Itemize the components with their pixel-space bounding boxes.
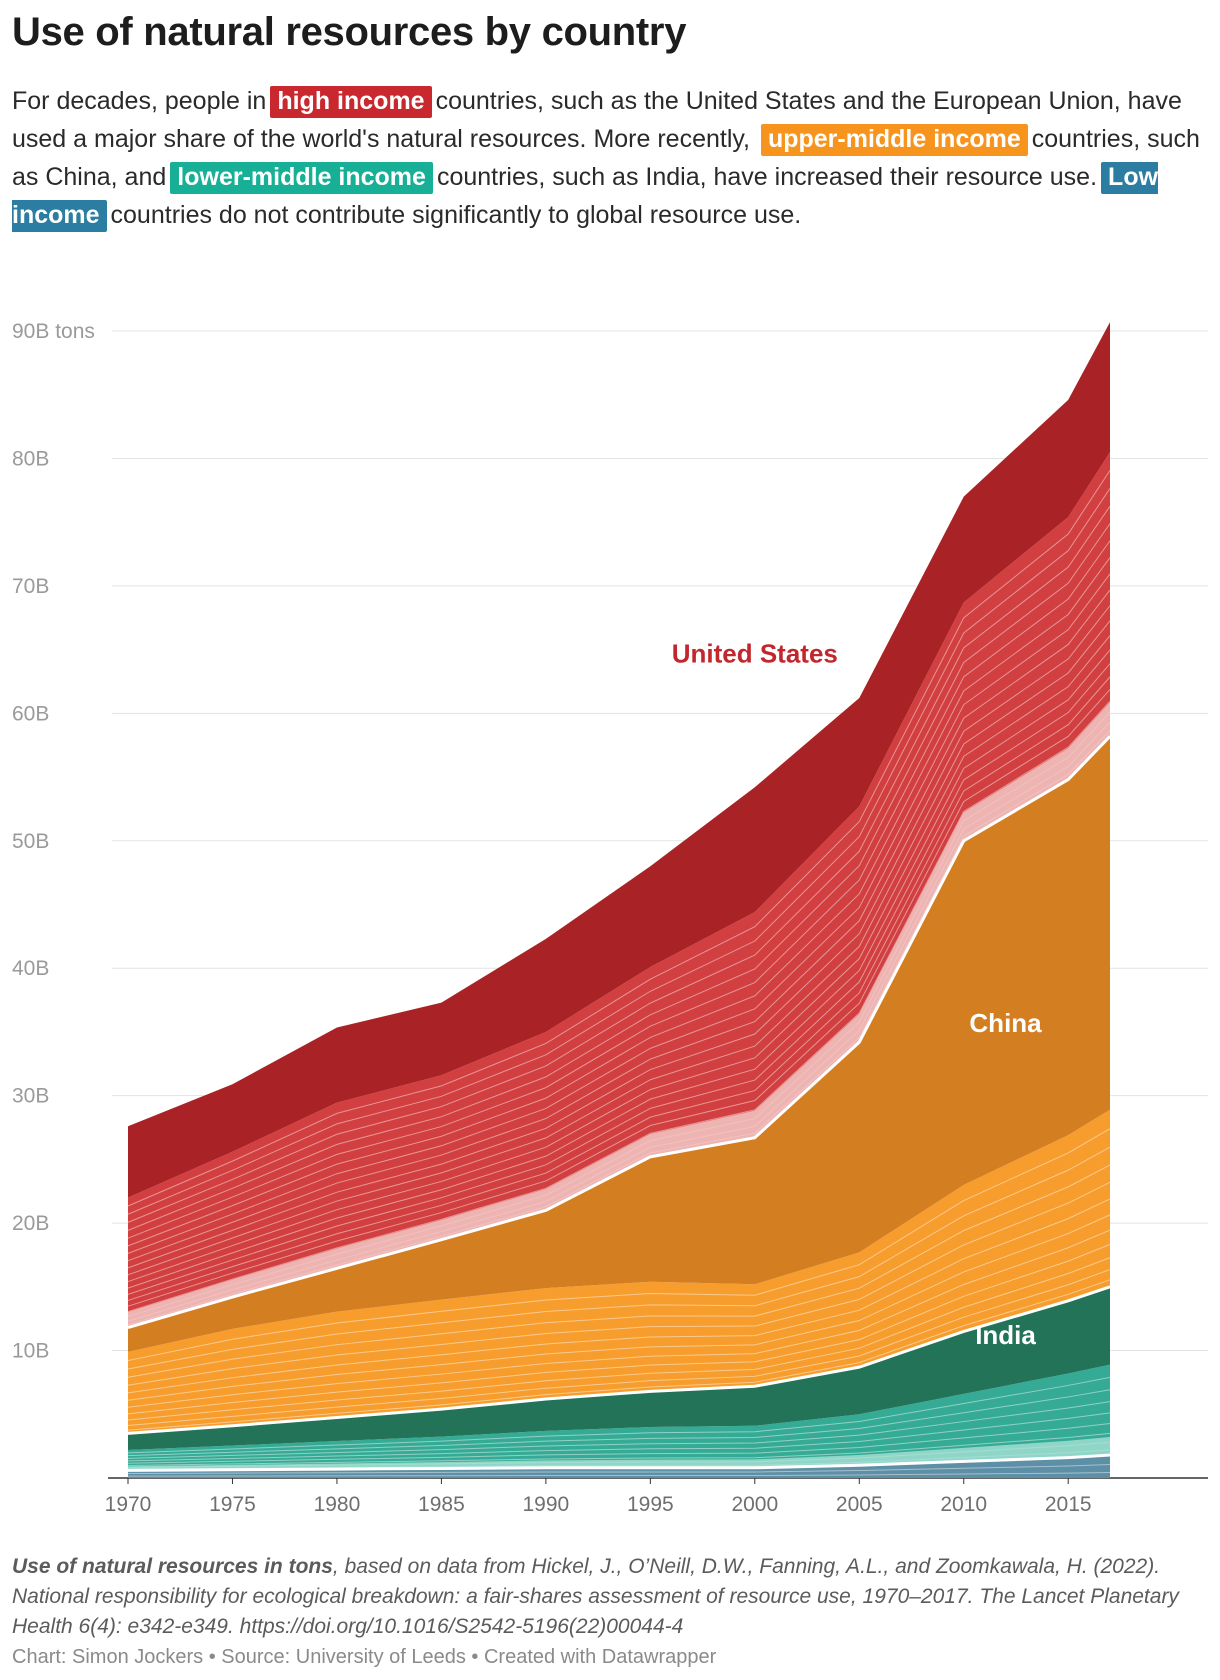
intro-text-5: countries do not contribute significantl… <box>110 201 802 229</box>
boundary-other-high-income-countries-6 <box>127 676 1111 1301</box>
boundary-other-high-income-countries-5 <box>127 689 1111 1307</box>
boundary-other-lower-middle-income-countries-3 <box>127 1432 1111 1466</box>
area-china <box>128 736 1110 1352</box>
area-other-upper-middle-income-countries <box>128 1109 1110 1434</box>
x-tick-label-2015: 2015 <box>1045 1493 1092 1516</box>
intro-text-3: countries, such as China, and <box>12 125 1200 191</box>
group-separator-4 <box>127 735 1112 1330</box>
x-tick-label-1980: 1980 <box>314 1493 361 1516</box>
y-tick-label-80: 80B <box>12 447 49 470</box>
area-other-lower-middle-income-countries <box>128 1364 1110 1471</box>
boundary-other-high-income-countries-7 <box>127 663 1111 1295</box>
boundary-other-upper-middle-income-countries-11 <box>127 1128 1111 1362</box>
boundary-other-high-income-countries-4 <box>127 700 1111 1313</box>
y-tick-label-60: 60B <box>12 702 49 725</box>
boundary-other-high-income-countries-17 <box>127 505 1111 1223</box>
boundary-other-upper-middle-income-countries-3 <box>127 1257 1111 1421</box>
x-tick-label-1990: 1990 <box>523 1493 570 1516</box>
boundary-other-lower-middle-income-countries-7 <box>127 1389 1111 1457</box>
x-tick-label-1975: 1975 <box>209 1493 256 1516</box>
boundary-other-upper-middle-income-countries-7 <box>127 1198 1111 1394</box>
y-tick-label-20: 20B <box>12 1212 49 1235</box>
intro-text-1: For decades, people in <box>12 87 267 115</box>
area-india <box>128 1286 1110 1450</box>
footnote-bold: Use of natural resources in tons <box>12 1555 333 1578</box>
x-tick-label-1995: 1995 <box>627 1493 674 1516</box>
area-united-states <box>128 322 1110 1198</box>
boundary-other-high-income-countries-10 <box>127 620 1111 1276</box>
annotation-india: India <box>975 1320 1036 1350</box>
annotation-united-states: United States <box>672 638 838 668</box>
area-other-high-income-countries <box>128 452 1110 1328</box>
boundary-other-high-income-countries-11 <box>127 605 1111 1269</box>
boundary-other-lower-middle-income-countries-4 <box>127 1423 1111 1464</box>
chart-title: Use of natural resources by country <box>12 10 687 54</box>
boundary-other-upper-middle-income-countries-4 <box>127 1243 1111 1415</box>
group-separator-0 <box>127 1453 1111 1472</box>
boundary-other-lower-middle-income-countries-8 <box>127 1376 1111 1454</box>
boundary-other-lower-middle-income-countries-5 <box>127 1412 1111 1462</box>
y-tick-label-30: 30B <box>12 1085 49 1108</box>
boundary-other-high-income-countries-8 <box>127 649 1111 1289</box>
boundary-other-upper-middle-income-countries-1 <box>127 1279 1111 1431</box>
boundary-other-high-income-countries-15 <box>127 540 1111 1239</box>
boundary-low-income-countries-2 <box>127 1463 1111 1474</box>
boundary-other-upper-middle-income-countries-5 <box>127 1229 1111 1408</box>
boundary-other-high-income-countries-9 <box>127 635 1111 1283</box>
stacked-area-chart: 10B 20B 30B 40B 50B 60B 70B 80B 90B tons 1970 1975… <box>12 320 1208 1516</box>
boundary-other-upper-middle-income-countries-8 <box>127 1181 1111 1386</box>
boundary-other-upper-middle-income-countries-9 <box>127 1164 1111 1378</box>
boundary-other-high-income-countries-12 <box>127 589 1111 1262</box>
group-separator-2 <box>127 1285 1111 1435</box>
x-tick-label-2005: 2005 <box>836 1493 883 1516</box>
chart-intro: For decades, people in high income countri… <box>12 82 1202 234</box>
boundary-other-high-income-countries-14 <box>127 557 1111 1247</box>
chart-footnote: Use of natural resources in tons, based … <box>12 1552 1207 1642</box>
x-tick-label-1970: 1970 <box>105 1493 152 1516</box>
intro-text-4: countries, such as India, have increased… <box>436 163 1098 191</box>
area-low-income-countries <box>128 1455 1110 1478</box>
boundary-other-high-income-countries-13 <box>127 573 1111 1254</box>
y-tick-label-70: 70B <box>12 575 49 598</box>
y-tick-label-10: 10B <box>12 1340 49 1363</box>
legend-lower-middle-income: lower-middle income <box>170 162 433 194</box>
boundary-other-upper-middle-income-countries-10 <box>127 1146 1111 1370</box>
annotation-china: China <box>969 1008 1042 1038</box>
boundary-other-lower-middle-income-countries-6 <box>127 1401 1111 1459</box>
area-lower-middle-fringe <box>128 1436 1110 1471</box>
boundary-other-upper-middle-income-countries-6 <box>127 1214 1111 1401</box>
x-tick-label-2010: 2010 <box>940 1493 987 1516</box>
footnote-text: , based on data from Hickel, J., O’Neill… <box>12 1555 1179 1638</box>
y-tick-label-50: 50B <box>12 830 49 853</box>
boundary-other-high-income-countries-18 <box>127 488 1111 1215</box>
boundary-other-upper-middle-income-countries-2 <box>127 1269 1111 1426</box>
y-tick-label-90: 90B tons <box>12 320 95 343</box>
y-tick-label-40: 40B <box>12 957 49 980</box>
x-tick-label-1985: 1985 <box>418 1493 465 1516</box>
legend-upper-middle-income: upper-middle income <box>760 124 1028 156</box>
boundary-other-high-income-countries-19 <box>127 470 1111 1207</box>
intro-text-2: countries, such as the United States and… <box>12 87 1182 153</box>
legend-high-income: high income <box>270 86 432 118</box>
x-tick-label-2000: 2000 <box>731 1493 778 1516</box>
boundary-other-high-income-countries-16 <box>127 523 1111 1231</box>
chart-credit: Chart: Simon Jockers • Source: Universit… <box>12 1646 717 1668</box>
boundary-low-income-countries-1 <box>127 1472 1111 1477</box>
